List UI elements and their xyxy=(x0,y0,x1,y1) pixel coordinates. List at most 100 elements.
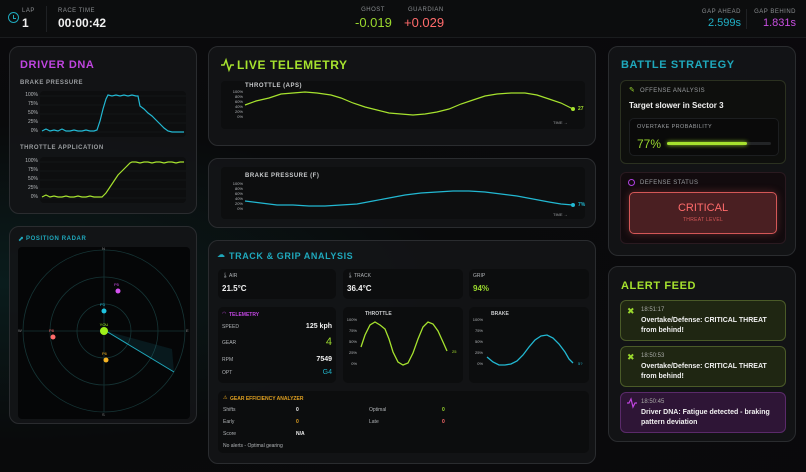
defense-status-card: DEFENSE STATUS CRITICAL THREAT LEVEL xyxy=(620,172,786,244)
air-label: AIR xyxy=(229,273,238,279)
mini-throttle-current: 25 xyxy=(452,349,457,354)
y-tick: 0% xyxy=(351,361,357,366)
swords-icon: ✖ xyxy=(627,352,635,362)
late-value: 0 xyxy=(442,419,445,425)
live-telemetry-panel: LIVE TELEMETRY THROTTLE (APS) 27 TIME → … xyxy=(208,46,596,146)
y-tick: 60% xyxy=(234,99,243,104)
p5-label: P5 xyxy=(114,282,119,287)
y-tick: 75% xyxy=(348,328,357,333)
driver-dna-panel: DRIVER DNA BRAKE PRESSURE 100% 75% 50% 2… xyxy=(9,46,197,214)
p6-marker xyxy=(103,357,109,363)
optimal-value: 0 xyxy=(442,407,445,413)
race-time-value: 00:00:42 xyxy=(58,16,107,30)
gap-ahead-label: GAP AHEAD xyxy=(701,9,741,15)
swords-icon: ✖ xyxy=(627,306,635,316)
thermometer-icon: 🌡 xyxy=(222,273,229,279)
gauge-icon: ◠ xyxy=(222,311,227,317)
gear-label: GEAR xyxy=(222,340,237,346)
gear-analyzer-card: ⚠ GEAR EFFICIENCY ANALYZER Shifts 0 Opti… xyxy=(218,391,589,453)
y-tick: 100% xyxy=(472,317,483,322)
shifts-label: Shifts xyxy=(223,407,236,413)
mini-throttle-chart: THROTTLE 100% 75% 50% 25% 0% 25 xyxy=(343,307,463,383)
y-tick: 25% xyxy=(27,119,38,125)
track-grip-panel: ☁ TRACK & GRIP ANALYSIS 🌡 AIR 21.5°C 🌡 T… xyxy=(208,240,596,464)
mini-throttle-label: THROTTLE xyxy=(365,311,392,317)
p5-marker xyxy=(115,288,121,294)
y-tick: 100% xyxy=(232,89,243,94)
mini-brake-chart: BRAKE 100% 75% 50% 25% 0% 5? xyxy=(469,307,589,383)
brake-pressure-chart xyxy=(40,91,186,137)
lap-label: LAP xyxy=(22,8,35,14)
offense-text: Target slower in Sector 3 xyxy=(629,101,724,110)
y-tick: 50% xyxy=(348,339,357,344)
y-tick: 0% xyxy=(30,128,38,134)
y-tick: 0% xyxy=(477,361,483,366)
y-tick: 80% xyxy=(234,186,243,191)
alert-message: Overtake/Defense: CRITICAL THREAT from b… xyxy=(641,363,767,380)
ghost-value: -0.019 xyxy=(355,15,392,30)
y-tick: 25% xyxy=(474,350,483,355)
ghost-label: GHOST xyxy=(361,7,385,13)
gap-behind: GAP BEHIND 1.831s xyxy=(752,9,796,29)
opt-value: G4 xyxy=(322,369,332,376)
y-tick: 75% xyxy=(474,328,483,333)
track-grip-title: TRACK & GRIP ANALYSIS xyxy=(229,251,354,261)
optimal-label: Optimal xyxy=(369,407,387,413)
throttle-aps-label: THROTTLE (APS) xyxy=(245,83,302,89)
divider xyxy=(746,9,747,29)
defense-status: CRITICAL xyxy=(677,202,729,214)
grip-label: GRIP xyxy=(473,273,486,279)
y-tick: 20% xyxy=(234,201,243,206)
brake-pressure-panel: BRAKE PRESSURE (F) 7% TIME → 100% 80% 60… xyxy=(208,158,596,228)
alert-message: Overtake/Defense: CRITICAL THREAT from b… xyxy=(641,317,767,334)
y-tick: 0% xyxy=(237,206,243,211)
y-tick: 80% xyxy=(234,94,243,99)
y-tick: 0% xyxy=(30,194,38,200)
gear-note: No alerts - Optimal gearing xyxy=(223,443,283,449)
alert-item[interactable]: ✖ 18:50:53 Overtake/Defense: CRITICAL TH… xyxy=(620,346,786,387)
alert-item[interactable]: 18:50:45 Driver DNA: Fatigue detected - … xyxy=(620,392,786,433)
opt-label: OPT xyxy=(222,370,233,376)
p3-label: P3 xyxy=(100,302,105,307)
mini-brake-plot xyxy=(486,334,574,366)
battle-strategy-panel: BATTLE STRATEGY ✎ OFFENSE ANALYSIS Targe… xyxy=(608,46,796,256)
position-radar-panel: ⬈ POSITION RADAR YOU P3 P5 P8 P6 N S E W xyxy=(9,226,197,424)
overtake-prob-bar xyxy=(667,142,771,145)
y-tick: 75% xyxy=(27,167,38,173)
compass-w: W xyxy=(18,328,22,333)
compass-s: S xyxy=(102,412,105,417)
speed-value: 125 kph xyxy=(305,323,332,330)
gear-analyzer-title: GEAR EFFICIENCY ANALYZER xyxy=(230,396,304,402)
alert-feed-title: ALERT FEED xyxy=(621,280,697,292)
guardian-label: GUARDIAN xyxy=(408,7,444,13)
compass-e: E xyxy=(186,328,189,333)
speed-label: SPEED xyxy=(222,324,239,330)
alert-feed-panel: ALERT FEED ✖ 18:51:17 Overtake/Defense: … xyxy=(608,266,796,442)
rpm-value: 7549 xyxy=(316,356,332,363)
activity-icon xyxy=(221,57,234,73)
brake-pressure-label: BRAKE PRESSURE xyxy=(20,80,84,86)
trend-icon: ⬈ xyxy=(18,236,24,243)
overtake-prob-value: 77% xyxy=(637,137,662,151)
live-telemetry-title: LIVE TELEMETRY xyxy=(237,58,348,72)
top-status-bar: LAP 1 RACE TIME 00:00:42 GHOST -0.019 GU… xyxy=(0,0,806,38)
defense-sub: THREAT LEVEL xyxy=(682,217,724,223)
offense-analysis-card: ✎ OFFENSE ANALYSIS Target slower in Sect… xyxy=(620,80,786,164)
y-tick: 50% xyxy=(27,110,38,116)
y-tick: 50% xyxy=(27,176,38,182)
race-time: RACE TIME 00:00:42 xyxy=(58,8,106,30)
throttle-aps-plot xyxy=(244,91,575,116)
radar-scope: YOU P3 P5 P8 P6 N S E W xyxy=(18,246,190,419)
alert-message: Driver DNA: Fatigue detected - braking p… xyxy=(641,409,770,426)
y-tick: 100% xyxy=(25,158,38,164)
air-value: 21.5°C xyxy=(222,284,247,293)
y-tick: 60% xyxy=(234,191,243,196)
brake-pressure-f-plot xyxy=(244,190,575,207)
brake-pressure-plot xyxy=(40,94,186,133)
lap-counter: LAP 1 xyxy=(22,8,35,30)
y-tick: 20% xyxy=(234,109,243,114)
alert-item[interactable]: ✖ 18:51:17 Overtake/Defense: CRITICAL TH… xyxy=(620,300,786,341)
score-label: Score xyxy=(223,431,237,437)
p6-label: P6 xyxy=(102,351,107,356)
telemetry-card: ◠ TELEMETRY SPEED 125 kph GEAR 4 RPM 754… xyxy=(218,307,336,383)
